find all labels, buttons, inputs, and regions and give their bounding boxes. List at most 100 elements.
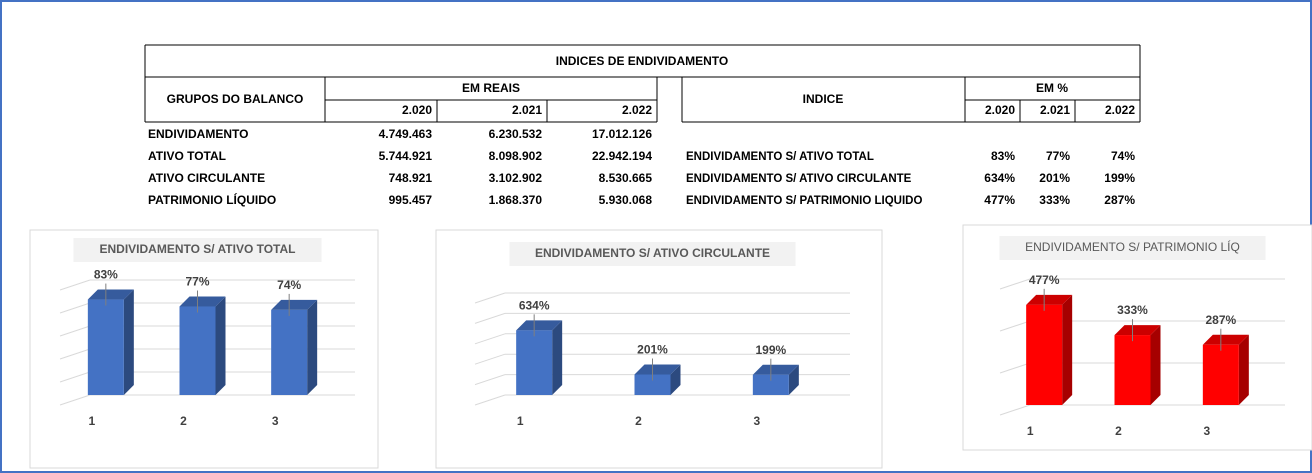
cell-text: 83% [991,149,1015,163]
x-tick-label: 1 [88,414,95,428]
grid-line [59,394,91,406]
data-label: 333% [1117,303,1148,317]
data-label: 201% [637,343,668,357]
x-tick-label: 1 [517,414,524,428]
cell-text: ATIVO TOTAL [148,149,226,163]
chart-title: ENDIVIDAMENTO S/ ATIVO CIRCULANTE [535,246,770,260]
x-tick-label: 2 [1115,424,1122,438]
chart-panel [435,229,883,469]
bar [1026,304,1063,405]
bar [516,330,553,395]
x-tick-label: 2 [635,414,642,428]
x-tick-label: 3 [272,414,279,428]
cell-text: INDICE [803,92,844,106]
cell-text: ENDIVIDAMENTO S/ ATIVO TOTAL [686,151,874,163]
data-label: 74% [277,278,301,292]
cell-text: 201% [1039,171,1070,185]
bar [271,309,308,395]
cell-text: 8.530.665 [599,171,653,185]
cell-text: 77% [1046,149,1070,163]
cell-text: 477% [984,193,1015,207]
data-label: 199% [755,343,786,357]
grid-line [999,320,1031,332]
bar [634,374,671,395]
bar [179,306,216,395]
cell-text: ENDIVIDAMENTO S/ ATIVO CIRCULANTE [686,173,912,185]
bar-side [670,364,681,395]
cell-text: 6.230.532 [489,127,543,141]
bar-side [215,296,226,395]
bar-side [552,320,563,395]
x-tick-label: 3 [753,414,760,428]
grid-line [999,404,1031,416]
bar-side [788,364,799,395]
bar-top [516,320,563,331]
cell-text: 2.022 [622,103,652,117]
grid-line [474,333,506,345]
cell-text: 4.749.463 [379,127,433,141]
data-label: 83% [94,268,118,282]
cell-text: 2.020 [985,103,1015,117]
chart-title: ENDIVIDAMENTO S/ ATIVO TOTAL [99,242,295,256]
cell-text: 5.744.921 [379,149,433,163]
grid-line [474,312,506,324]
data-label: 287% [1205,313,1236,327]
grid-line [59,279,91,291]
cell-text: 5.930.068 [599,193,653,207]
cell-text: ATIVO CIRCULANTE [148,171,265,185]
bar [87,299,124,395]
cell-text: 995.457 [389,193,433,207]
chart-title-bg [509,242,796,266]
cell-text: 2.022 [1105,103,1135,117]
cell-text: 287% [1104,193,1135,207]
cell-text: 8.098.902 [489,149,543,163]
bar-top [1202,334,1249,345]
cell-text: 2.020 [402,103,432,117]
cell-text: 22.942.194 [592,149,652,163]
bar-top [271,299,318,310]
x-tick-label: 2 [180,414,187,428]
data-label: 634% [519,299,550,313]
cell-text: 634% [984,171,1015,185]
cell-text: 2.021 [512,103,542,117]
x-tick-label: 1 [1027,424,1034,438]
chart-title: ENDIVIDAMENTO S/ PATRIMONIO LÍQ [1025,239,1240,254]
cell-text: 74% [1111,149,1135,163]
cell-text: EM REAIS [462,81,520,95]
chart-title-bg [73,238,322,262]
bar-side [123,289,134,395]
bar-side [1238,334,1249,405]
grid-line [59,371,91,383]
cell-text: GRUPOS DO BALANCO [167,92,304,106]
cell-text: 333% [1039,193,1070,207]
chart-title-bg [999,236,1266,260]
data-label: 77% [185,275,209,289]
cell-text: 3.102.902 [489,171,543,185]
cell-text: 199% [1104,171,1135,185]
bar [1114,335,1151,405]
x-tick-label: 3 [1203,424,1210,438]
grid-line [474,374,506,386]
grid-line [999,362,1031,374]
bar-top [87,289,134,300]
bar-side [307,299,318,395]
cell-text: ENDIVIDAMENTO [148,127,248,141]
cell-text: EM % [1036,81,1068,95]
bar-side [1062,294,1073,405]
grid-line [999,278,1031,290]
cell-text: 17.012.126 [592,127,652,141]
bar-top [1026,294,1073,305]
grid-line [474,353,506,365]
bar-top [752,364,799,375]
bar-top [1114,325,1161,336]
bar [752,374,789,395]
grid-line [59,348,91,360]
grid-line [474,394,506,406]
cell-text: PATRIMONIO LÍQUIDO [148,192,276,207]
grid-line [474,292,506,304]
grid-line [59,325,91,337]
cell-text: 748.921 [389,171,433,185]
cell-text: 2.021 [1040,103,1070,117]
cell-text: 1.868.370 [489,193,543,207]
bar-side [1150,325,1161,405]
